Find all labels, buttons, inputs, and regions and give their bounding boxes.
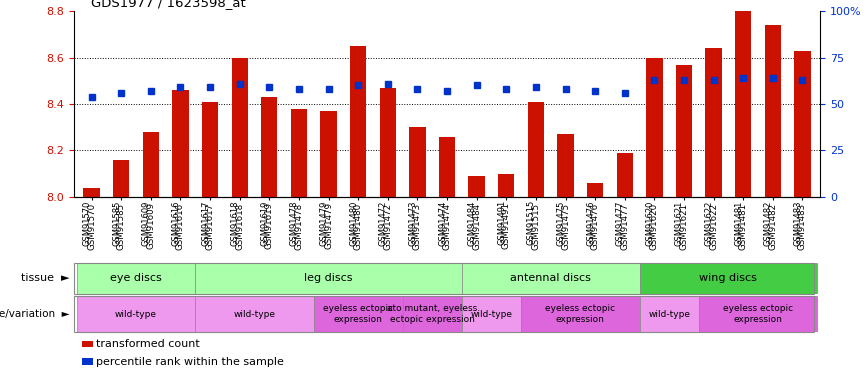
Text: GSM91484: GSM91484 (468, 200, 477, 246)
Text: wild-type: wild-type (233, 310, 275, 318)
Text: eyeless ectopic
expression: eyeless ectopic expression (323, 304, 393, 324)
Text: eyeless ectopic
expression: eyeless ectopic expression (545, 304, 615, 324)
Bar (557, 134, 574, 197)
Bar (379, 88, 396, 197)
Text: GDS1977 / 1623598_at: GDS1977 / 1623598_at (91, 0, 246, 9)
Text: GSM91622: GSM91622 (705, 200, 713, 246)
Text: GSM91475: GSM91475 (556, 200, 566, 246)
Bar (469, 176, 485, 197)
Bar (706, 48, 722, 197)
Text: leg discs: leg discs (305, 273, 352, 284)
Bar (142, 132, 159, 197)
Bar (291, 109, 307, 197)
Text: GSM91476: GSM91476 (586, 200, 595, 246)
Bar (647, 58, 662, 197)
Text: GSM91491: GSM91491 (497, 200, 506, 245)
Text: GSM91474: GSM91474 (438, 200, 447, 246)
Bar (320, 111, 337, 197)
Bar (462, 262, 640, 294)
Text: GSM91621: GSM91621 (675, 200, 684, 246)
Bar (676, 64, 692, 197)
Bar (172, 90, 188, 197)
Bar (462, 296, 521, 332)
Bar (765, 25, 781, 197)
Text: GSM91616: GSM91616 (171, 200, 181, 246)
Text: GSM91620: GSM91620 (646, 200, 654, 246)
Text: antennal discs: antennal discs (510, 273, 591, 284)
Bar (616, 153, 633, 197)
Bar (640, 296, 699, 332)
Text: GSM91482: GSM91482 (764, 200, 773, 246)
Text: GSM91472: GSM91472 (378, 200, 388, 246)
Text: genotype/variation  ►: genotype/variation ► (0, 309, 69, 319)
Text: GSM91477: GSM91477 (615, 200, 625, 246)
Text: tissue  ►: tissue ► (21, 273, 69, 284)
Text: ato mutant, eyeless
ectopic expression: ato mutant, eyeless ectopic expression (387, 304, 477, 324)
Text: GSM91515: GSM91515 (527, 200, 536, 245)
Bar (794, 51, 811, 197)
Text: GSM91483: GSM91483 (793, 200, 803, 246)
Bar (261, 97, 278, 197)
Bar (640, 262, 818, 294)
Text: GSM91473: GSM91473 (409, 200, 418, 246)
Text: eyeless ectopic
expression: eyeless ectopic expression (723, 304, 793, 324)
Bar (195, 262, 462, 294)
Bar (587, 183, 603, 197)
Text: GSM91480: GSM91480 (349, 200, 358, 246)
Bar (528, 102, 544, 197)
Bar (735, 11, 752, 197)
Bar (699, 296, 818, 332)
Bar (409, 127, 425, 197)
Text: GSM91617: GSM91617 (201, 200, 210, 246)
Bar (313, 296, 403, 332)
Bar (403, 296, 462, 332)
Text: GSM91481: GSM91481 (734, 200, 743, 246)
Text: transformed count: transformed count (96, 339, 201, 349)
Text: GSM91618: GSM91618 (231, 200, 240, 246)
Bar (202, 102, 218, 197)
Text: GSM91478: GSM91478 (290, 200, 299, 246)
Text: GSM91479: GSM91479 (319, 200, 328, 246)
Text: wing discs: wing discs (700, 273, 758, 284)
Text: GSM91609: GSM91609 (141, 200, 151, 246)
Text: eye discs: eye discs (110, 273, 161, 284)
Text: wild-type: wild-type (470, 310, 512, 318)
Text: GSM91570: GSM91570 (82, 200, 91, 246)
Bar (195, 296, 313, 332)
Bar (113, 160, 129, 197)
Bar (76, 296, 195, 332)
Text: wild-type: wild-type (115, 310, 157, 318)
Bar (350, 46, 366, 197)
Text: wild-type: wild-type (648, 310, 690, 318)
Text: GSM91619: GSM91619 (260, 200, 269, 246)
Bar (83, 188, 100, 197)
Text: percentile rank within the sample: percentile rank within the sample (96, 357, 284, 367)
Text: GSM91585: GSM91585 (112, 200, 122, 246)
Bar (76, 262, 195, 294)
Bar (498, 174, 515, 197)
Bar (521, 296, 640, 332)
Bar (439, 136, 455, 197)
Bar (232, 58, 247, 197)
